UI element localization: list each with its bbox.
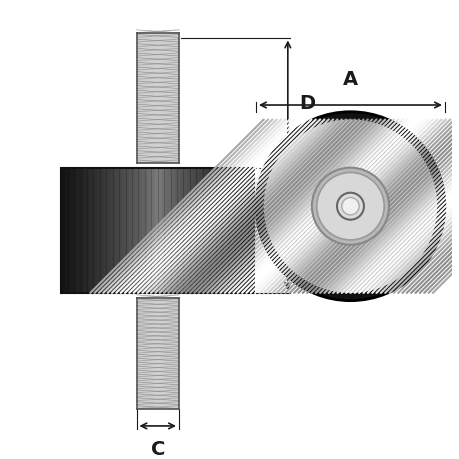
Bar: [74, 168, 78, 293]
Circle shape: [263, 120, 436, 293]
Bar: [100, 168, 103, 293]
Bar: [167, 168, 171, 293]
Bar: [80, 168, 84, 293]
Circle shape: [256, 112, 444, 301]
Bar: [138, 168, 142, 293]
Bar: [161, 168, 164, 293]
Bar: [119, 168, 123, 293]
Bar: [222, 168, 225, 293]
Bar: [241, 168, 244, 293]
Bar: [186, 168, 190, 293]
Text: A: A: [342, 69, 357, 89]
Bar: [225, 168, 229, 293]
Bar: [215, 168, 219, 293]
Bar: [77, 168, 81, 293]
Bar: [116, 168, 119, 293]
Bar: [96, 168, 100, 293]
Bar: [193, 168, 196, 293]
Bar: [196, 168, 200, 293]
Bar: [132, 168, 135, 293]
Text: D: D: [299, 94, 315, 113]
Bar: [64, 168, 68, 293]
Bar: [61, 168, 253, 293]
Bar: [247, 168, 251, 293]
Bar: [228, 168, 232, 293]
Bar: [250, 168, 254, 293]
Bar: [202, 168, 206, 293]
Bar: [151, 168, 155, 293]
Bar: [199, 168, 203, 293]
Bar: [237, 168, 241, 293]
Bar: [136, 34, 179, 163]
Bar: [87, 168, 90, 293]
Bar: [183, 168, 187, 293]
Circle shape: [336, 193, 363, 220]
Bar: [129, 168, 132, 293]
Bar: [93, 168, 97, 293]
Bar: [154, 168, 158, 293]
Bar: [71, 168, 74, 293]
Bar: [90, 168, 94, 293]
Circle shape: [316, 173, 383, 241]
Bar: [125, 168, 129, 293]
Bar: [141, 168, 145, 293]
Bar: [145, 168, 148, 293]
Circle shape: [341, 198, 358, 215]
Bar: [206, 168, 209, 293]
Bar: [67, 168, 71, 293]
Bar: [231, 168, 235, 293]
Bar: [174, 168, 177, 293]
Bar: [190, 168, 193, 293]
Bar: [109, 168, 113, 293]
Bar: [164, 168, 168, 293]
Circle shape: [311, 168, 388, 245]
Bar: [112, 168, 116, 293]
Bar: [135, 168, 139, 293]
Bar: [209, 168, 213, 293]
Bar: [122, 168, 126, 293]
Bar: [170, 168, 174, 293]
Bar: [136, 298, 179, 409]
Bar: [218, 168, 222, 293]
Bar: [234, 168, 238, 293]
Bar: [106, 168, 110, 293]
Text: B: B: [299, 221, 313, 240]
Bar: [103, 168, 106, 293]
Bar: [177, 168, 180, 293]
Bar: [244, 168, 247, 293]
Bar: [180, 168, 184, 293]
Text: C: C: [150, 439, 164, 459]
Bar: [84, 168, 87, 293]
Bar: [212, 168, 216, 293]
Bar: [61, 168, 65, 293]
Bar: [148, 168, 151, 293]
Bar: [157, 168, 161, 293]
